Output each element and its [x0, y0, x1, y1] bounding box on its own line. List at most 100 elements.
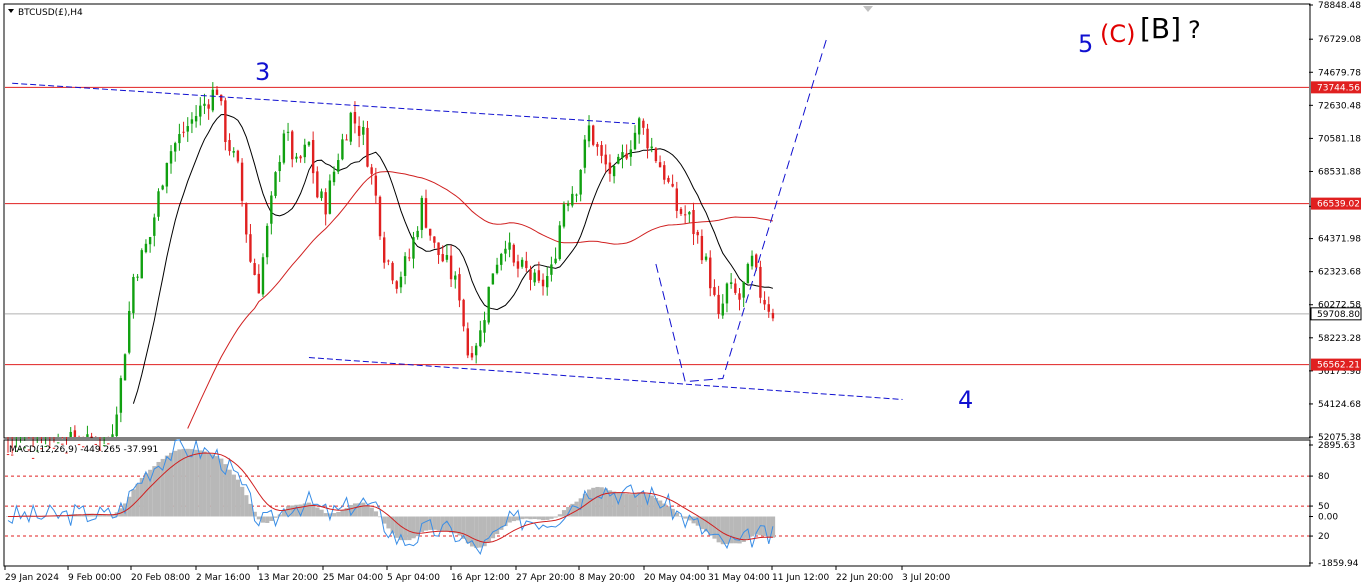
macd-bar	[219, 458, 224, 517]
level-price-tag: 73744.56	[1311, 81, 1361, 94]
candle-body	[27, 449, 31, 451]
candle-body	[750, 255, 754, 267]
candle	[462, 298, 465, 332]
macd-bar	[612, 491, 617, 517]
candle	[94, 436, 97, 445]
price-pane[interactable]: 3 4 5 (C) [B]? BTCUSD(£),H4	[3, 3, 1311, 459]
candle	[265, 223, 269, 265]
candle-body	[174, 143, 177, 152]
macd-bar	[215, 456, 220, 517]
candle-body	[219, 94, 223, 102]
price-axis[interactable]: 78848.48 76729.08 74679.78 72630.48 70581.18…	[1309, 1, 1362, 443]
time-tick-label: 2 Mar 16:00	[196, 573, 251, 583]
collapse-triangle-icon[interactable]	[8, 9, 14, 13]
macd-bar	[97, 514, 103, 517]
candle	[228, 133, 231, 156]
candle-body	[40, 448, 43, 450]
candle	[608, 154, 612, 182]
macd-bar	[93, 514, 98, 517]
candle	[153, 213, 156, 247]
candle-body	[550, 264, 553, 275]
candle-body	[667, 177, 670, 182]
candle	[253, 258, 256, 276]
current-price-label: 59708.80	[1317, 310, 1360, 320]
candle-body	[169, 151, 173, 164]
candle	[646, 123, 649, 159]
time-tick-label: 25 Mar 04:00	[323, 573, 383, 583]
candle-body	[240, 162, 244, 201]
candle-body	[596, 144, 599, 147]
macd-tick-label: 50	[1318, 502, 1330, 512]
macd-axis[interactable]: 2895.63 80 500.00 20 -1859.94	[1309, 441, 1359, 569]
candle	[391, 261, 394, 285]
macd-bar	[265, 516, 270, 523]
macd-bar	[398, 516, 404, 541]
candle	[474, 342, 478, 364]
candle-body	[700, 235, 704, 261]
macd-bar	[620, 492, 625, 517]
candle	[311, 131, 315, 184]
price-tick-label: 58223.28	[1318, 334, 1361, 344]
candle-body	[278, 161, 281, 172]
candle-body	[86, 434, 89, 437]
candle	[366, 120, 369, 168]
candle-body	[675, 188, 678, 211]
candle	[495, 257, 499, 275]
candle-body	[161, 185, 164, 190]
macd-bar	[382, 516, 387, 524]
candle	[721, 294, 724, 319]
candle-body	[153, 217, 156, 236]
candle-body	[132, 276, 135, 314]
macd-bar	[102, 514, 107, 517]
candle	[56, 433, 60, 444]
candle	[148, 236, 152, 253]
macd-bar	[704, 516, 709, 532]
wave-channel-lines	[12, 82, 903, 400]
candle	[692, 202, 695, 245]
macd-bar	[227, 469, 232, 517]
candle	[428, 228, 432, 241]
time-axis[interactable]: 29 Jan 2024 9 Feb 00:00 20 Feb 08:00 2 Mar …	[4, 566, 951, 583]
macd-bar	[248, 503, 253, 517]
candle-body	[763, 299, 766, 305]
macd-main-line	[7, 439, 774, 556]
macd-bar	[194, 449, 199, 517]
macd-bar	[729, 516, 734, 544]
candle-body	[136, 276, 139, 278]
macd-bar	[181, 448, 186, 517]
candle	[236, 149, 240, 164]
candle-body	[713, 287, 716, 295]
candle	[667, 175, 670, 184]
candle	[215, 86, 219, 96]
candle-body	[282, 133, 286, 163]
macd-bar	[536, 516, 542, 520]
candle-body	[261, 257, 265, 295]
macd-pane[interactable]: MACD(12,26,9) -449.265 -37.991	[3, 439, 1311, 567]
macd-bar	[457, 516, 462, 536]
price-tick-label: 74679.78	[1318, 68, 1361, 78]
candle-body	[362, 126, 365, 135]
macd-bar	[511, 516, 516, 522]
wave-label-1: 4	[958, 386, 973, 414]
candle	[282, 129, 286, 165]
chart-shift-triangle-icon[interactable]	[863, 6, 873, 12]
candle	[546, 266, 549, 296]
candle-body	[69, 431, 72, 437]
candle-body	[462, 299, 465, 327]
candle-body	[77, 444, 81, 446]
candle	[44, 437, 47, 448]
macd-bar	[332, 513, 337, 517]
candle	[700, 229, 704, 265]
candle	[161, 184, 164, 191]
macd-bar	[206, 453, 211, 517]
time-tick-label: 16 Apr 12:00	[451, 573, 510, 583]
candle	[596, 141, 599, 156]
macd-bar	[198, 450, 203, 517]
candle-body	[332, 171, 336, 183]
macd-bar	[390, 516, 395, 534]
candle-body	[541, 279, 545, 287]
macd-bar	[336, 511, 341, 517]
macd-bar	[361, 502, 366, 517]
candle-body	[111, 434, 114, 437]
